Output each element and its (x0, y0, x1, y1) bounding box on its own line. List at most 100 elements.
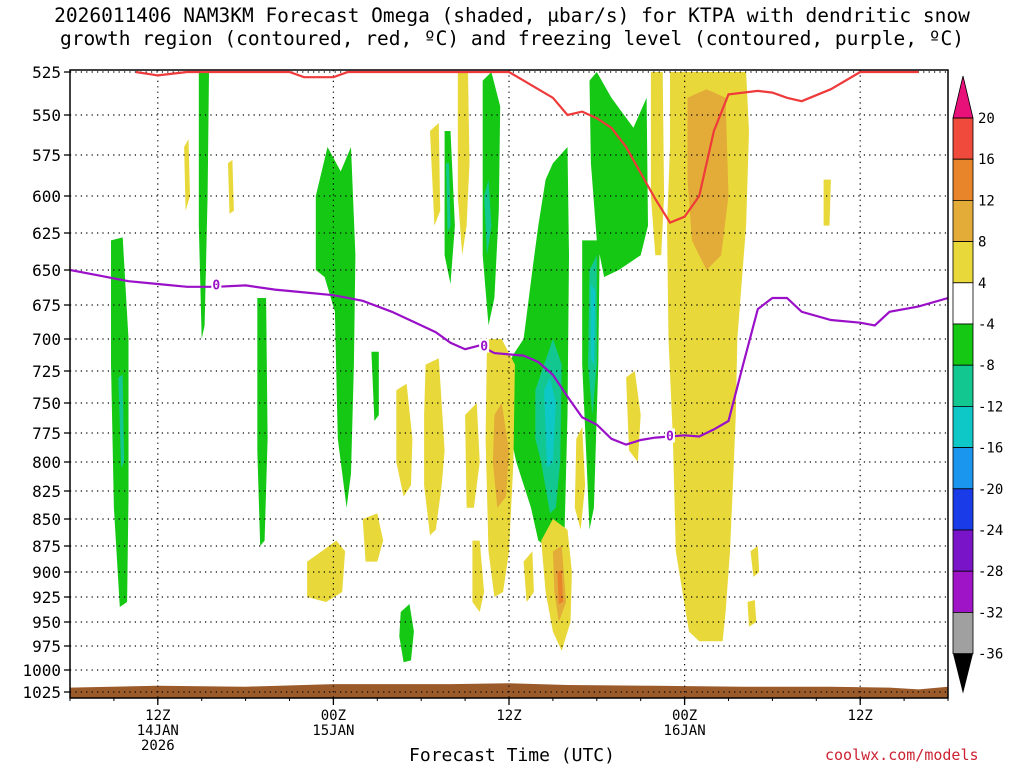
contour-lines: 0 0 0 (70, 70, 948, 446)
xtick-label-18-0: 00Z (321, 708, 346, 724)
omega-region-orange-0 (557, 569, 564, 604)
colorbar-top-arrow (953, 76, 973, 118)
omega-region-green-5 (399, 604, 414, 663)
freezing-level-label-2: 0 (666, 429, 674, 444)
omega-shading (111, 72, 831, 663)
omega-region-cyan-1 (590, 284, 596, 365)
colorbar-label-0: 20 (978, 111, 995, 127)
omega-region-cyan-0 (544, 377, 556, 468)
colorbar-segment-2 (952, 199, 974, 242)
omega-region-yellow-12 (307, 540, 346, 602)
ytick-label-950: 950 (32, 613, 61, 632)
xtick-label-30-0: 12Z (496, 708, 521, 724)
omega-region-yellow-13 (396, 383, 413, 497)
omega-region-green-2 (257, 298, 268, 546)
freezing-label-bg-0 (211, 277, 222, 292)
colorbar-label-13: -36 (978, 647, 1003, 663)
ytick-label-850: 850 (32, 510, 61, 529)
freezing-label-bg-2 (664, 428, 675, 443)
x-axis-title: Forecast Time (UTC) (409, 745, 615, 766)
colorbar-segment-3 (952, 241, 974, 284)
xtick-label-42-0: 00Z (672, 708, 697, 724)
dgz-contour-line (135, 70, 919, 224)
omega-region-yellow-6 (472, 540, 485, 612)
ytick-label-1000: 1000 (22, 661, 61, 680)
ytick-label-900: 900 (32, 563, 61, 582)
ytick-label-775: 775 (32, 424, 61, 443)
xtick-label-6-1: 14JAN (137, 723, 179, 739)
colorbar-label-2: 12 (978, 193, 995, 209)
xtick-label-54-0: 12Z (848, 708, 873, 724)
ytick-label-700: 700 (32, 330, 61, 349)
freezing-level-line (70, 268, 948, 446)
colorbar-segment-0 (952, 117, 974, 160)
ytick-label-550: 550 (32, 106, 61, 125)
omega-region-green-7 (482, 72, 501, 326)
axes: 525 550 575 600 625 650 675 700 725 750 775 800 825 8… (22, 63, 949, 754)
omega-region-yellow-5 (465, 403, 480, 508)
colorbar-label-3: 8 (978, 235, 986, 251)
colorbar-segment-8 (952, 447, 974, 490)
ytick-label-800: 800 (32, 453, 61, 472)
ytick-label-575: 575 (32, 146, 61, 165)
colorbar-label-6: -8 (978, 358, 995, 374)
omega-region-yellow-10 (574, 427, 586, 530)
ytick-label-925: 925 (32, 588, 61, 607)
colorbar-segment-9 (952, 488, 974, 531)
omega-region-teal-2 (484, 179, 492, 256)
omega-region-yellow-2 (424, 358, 445, 536)
omega-region-yellow-3 (430, 123, 441, 226)
omega-region-yellow-11 (362, 513, 384, 562)
omega-region-teal-0 (118, 374, 125, 468)
colorbar-label-7: -12 (978, 399, 1003, 415)
colorbar-segment-4 (952, 282, 974, 325)
xtick-label-6-0: 12Z (145, 708, 170, 724)
ytick-label-525: 525 (32, 63, 61, 82)
xtick-label-18-1: 15JAN (312, 723, 354, 739)
colorbar-label-12: -32 (978, 605, 1003, 621)
ground-surface (70, 683, 948, 698)
omega-region-green-1 (198, 72, 209, 339)
chart-title: 2026011406 NAM3KM Forecast Omega (shaded… (0, 4, 1024, 50)
freezing-level-label-1: 0 (480, 340, 488, 355)
colorbar-segment-6 (952, 364, 974, 407)
colorbar-label-4: 4 (978, 276, 986, 292)
colorbar-segment-5 (952, 323, 974, 366)
colorbar-segment-10 (952, 529, 974, 572)
ytick-label-825: 825 (32, 482, 61, 501)
freezing-label-bg-1 (479, 338, 490, 353)
ytick-label-725: 725 (32, 362, 61, 381)
colorbar-segment-7 (952, 405, 974, 448)
colorbar-label-11: -28 (978, 564, 1003, 580)
omega-region-yellow-14 (626, 371, 641, 462)
omega-region-yellow-8 (523, 551, 534, 602)
omega-region-gold-2 (687, 89, 729, 270)
omega-region-yellow-17 (750, 546, 760, 577)
ytick-label-675: 675 (32, 296, 61, 315)
colorbar-segment-1 (952, 158, 974, 201)
omega-region-teal-1 (446, 163, 451, 233)
colorbar-top-outline (952, 75, 974, 119)
ytick-label-600: 600 (32, 187, 61, 206)
xtick-label-42-1: 16JAN (664, 723, 706, 739)
omega-region-yellow-1 (228, 159, 234, 214)
colorbar-segment-11 (952, 570, 974, 613)
colorbar-segment-12 (952, 612, 974, 655)
ytick-label-625: 625 (32, 224, 61, 243)
omega-region-green-3 (315, 147, 356, 508)
colorbar-bottom-arrow (953, 653, 973, 694)
omega-region-yellow-0 (184, 139, 190, 211)
colorbar-label-5: -4 (978, 317, 995, 333)
ytick-label-750: 750 (32, 394, 61, 413)
colorbar: 20 16 12 8 4 -4 -8 -12 -16 -20 -24 -28 -32 -36 (952, 75, 1003, 694)
colorbar-label-9: -20 (978, 482, 1003, 498)
ytick-label-1025: 1025 (22, 683, 61, 702)
freezing-level-label-0: 0 (212, 278, 220, 293)
ytick-label-650: 650 (32, 261, 61, 280)
ytick-label-875: 875 (32, 537, 61, 556)
omega-region-yellow-4 (457, 72, 470, 256)
ground-layer (70, 683, 948, 698)
grid-lines (70, 70, 948, 698)
omega-region-yellow-18 (747, 600, 757, 627)
